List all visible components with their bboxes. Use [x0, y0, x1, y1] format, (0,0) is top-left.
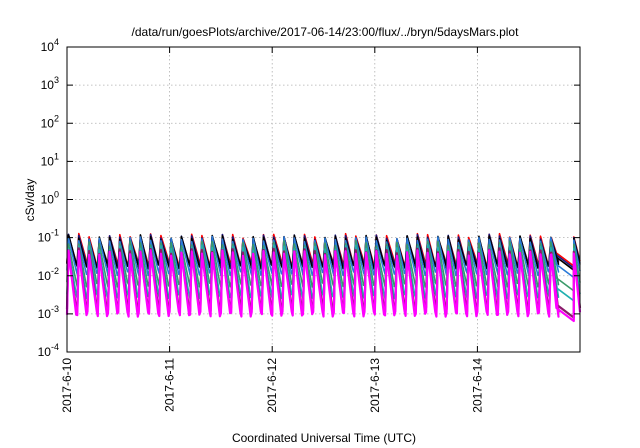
y-tick-label-exponent: 0 — [54, 190, 59, 200]
series-line — [65, 249, 582, 323]
y-tick-label-exponent: -3 — [51, 304, 59, 314]
y-tick-label-base: 10 — [41, 78, 55, 92]
y-tick-label-base: 10 — [38, 231, 52, 245]
y-tick-label-exponent: 4 — [54, 37, 59, 47]
y-tick-label-base: 10 — [41, 193, 55, 207]
y-tick-label-base: 10 — [38, 345, 52, 359]
y-tick-label-base: 10 — [41, 40, 55, 54]
y-tick-label: 101 — [41, 151, 59, 168]
y-tick-label-base: 10 — [38, 307, 52, 321]
y-tick-label-exponent: 2 — [54, 113, 59, 123]
x-axis-label: Coordinated Universal Time (UTC) — [232, 431, 416, 445]
axes: 10-410-310-210-11001011021031042017-6-10… — [38, 37, 580, 413]
y-tick-label-base: 10 — [41, 116, 55, 130]
y-tick-label-exponent: -2 — [51, 266, 59, 276]
series-lines — [65, 232, 582, 323]
x-tick-label: 2017-6-10 — [60, 358, 74, 413]
y-tick-label: 102 — [41, 113, 59, 130]
x-tick-label: 2017-6-13 — [368, 358, 382, 413]
y-tick-label: 10-4 — [38, 342, 59, 359]
y-tick-label: 100 — [41, 190, 59, 207]
y-tick-label: 103 — [41, 75, 59, 92]
y-axis-label: cSv/day — [23, 179, 37, 222]
y-tick-label-exponent: 1 — [54, 151, 59, 161]
y-tick-label-exponent: -4 — [51, 342, 59, 352]
y-tick-label: 10-2 — [38, 266, 59, 283]
y-tick-label: 10-1 — [38, 228, 59, 245]
y-tick-label: 104 — [41, 37, 59, 54]
y-tick-label-base: 10 — [38, 269, 52, 283]
y-tick-label-base: 10 — [41, 154, 55, 168]
x-tick-label: 2017-6-14 — [470, 358, 484, 413]
chart-title: /data/run/goesPlots/archive/2017-06-14/2… — [132, 25, 520, 39]
y-tick-label: 10-3 — [38, 304, 59, 321]
y-tick-label-exponent: -1 — [51, 228, 59, 238]
y-tick-label-exponent: 3 — [54, 75, 59, 85]
x-tick-label: 2017-6-11 — [163, 358, 177, 412]
x-tick-label: 2017-6-12 — [265, 358, 279, 413]
